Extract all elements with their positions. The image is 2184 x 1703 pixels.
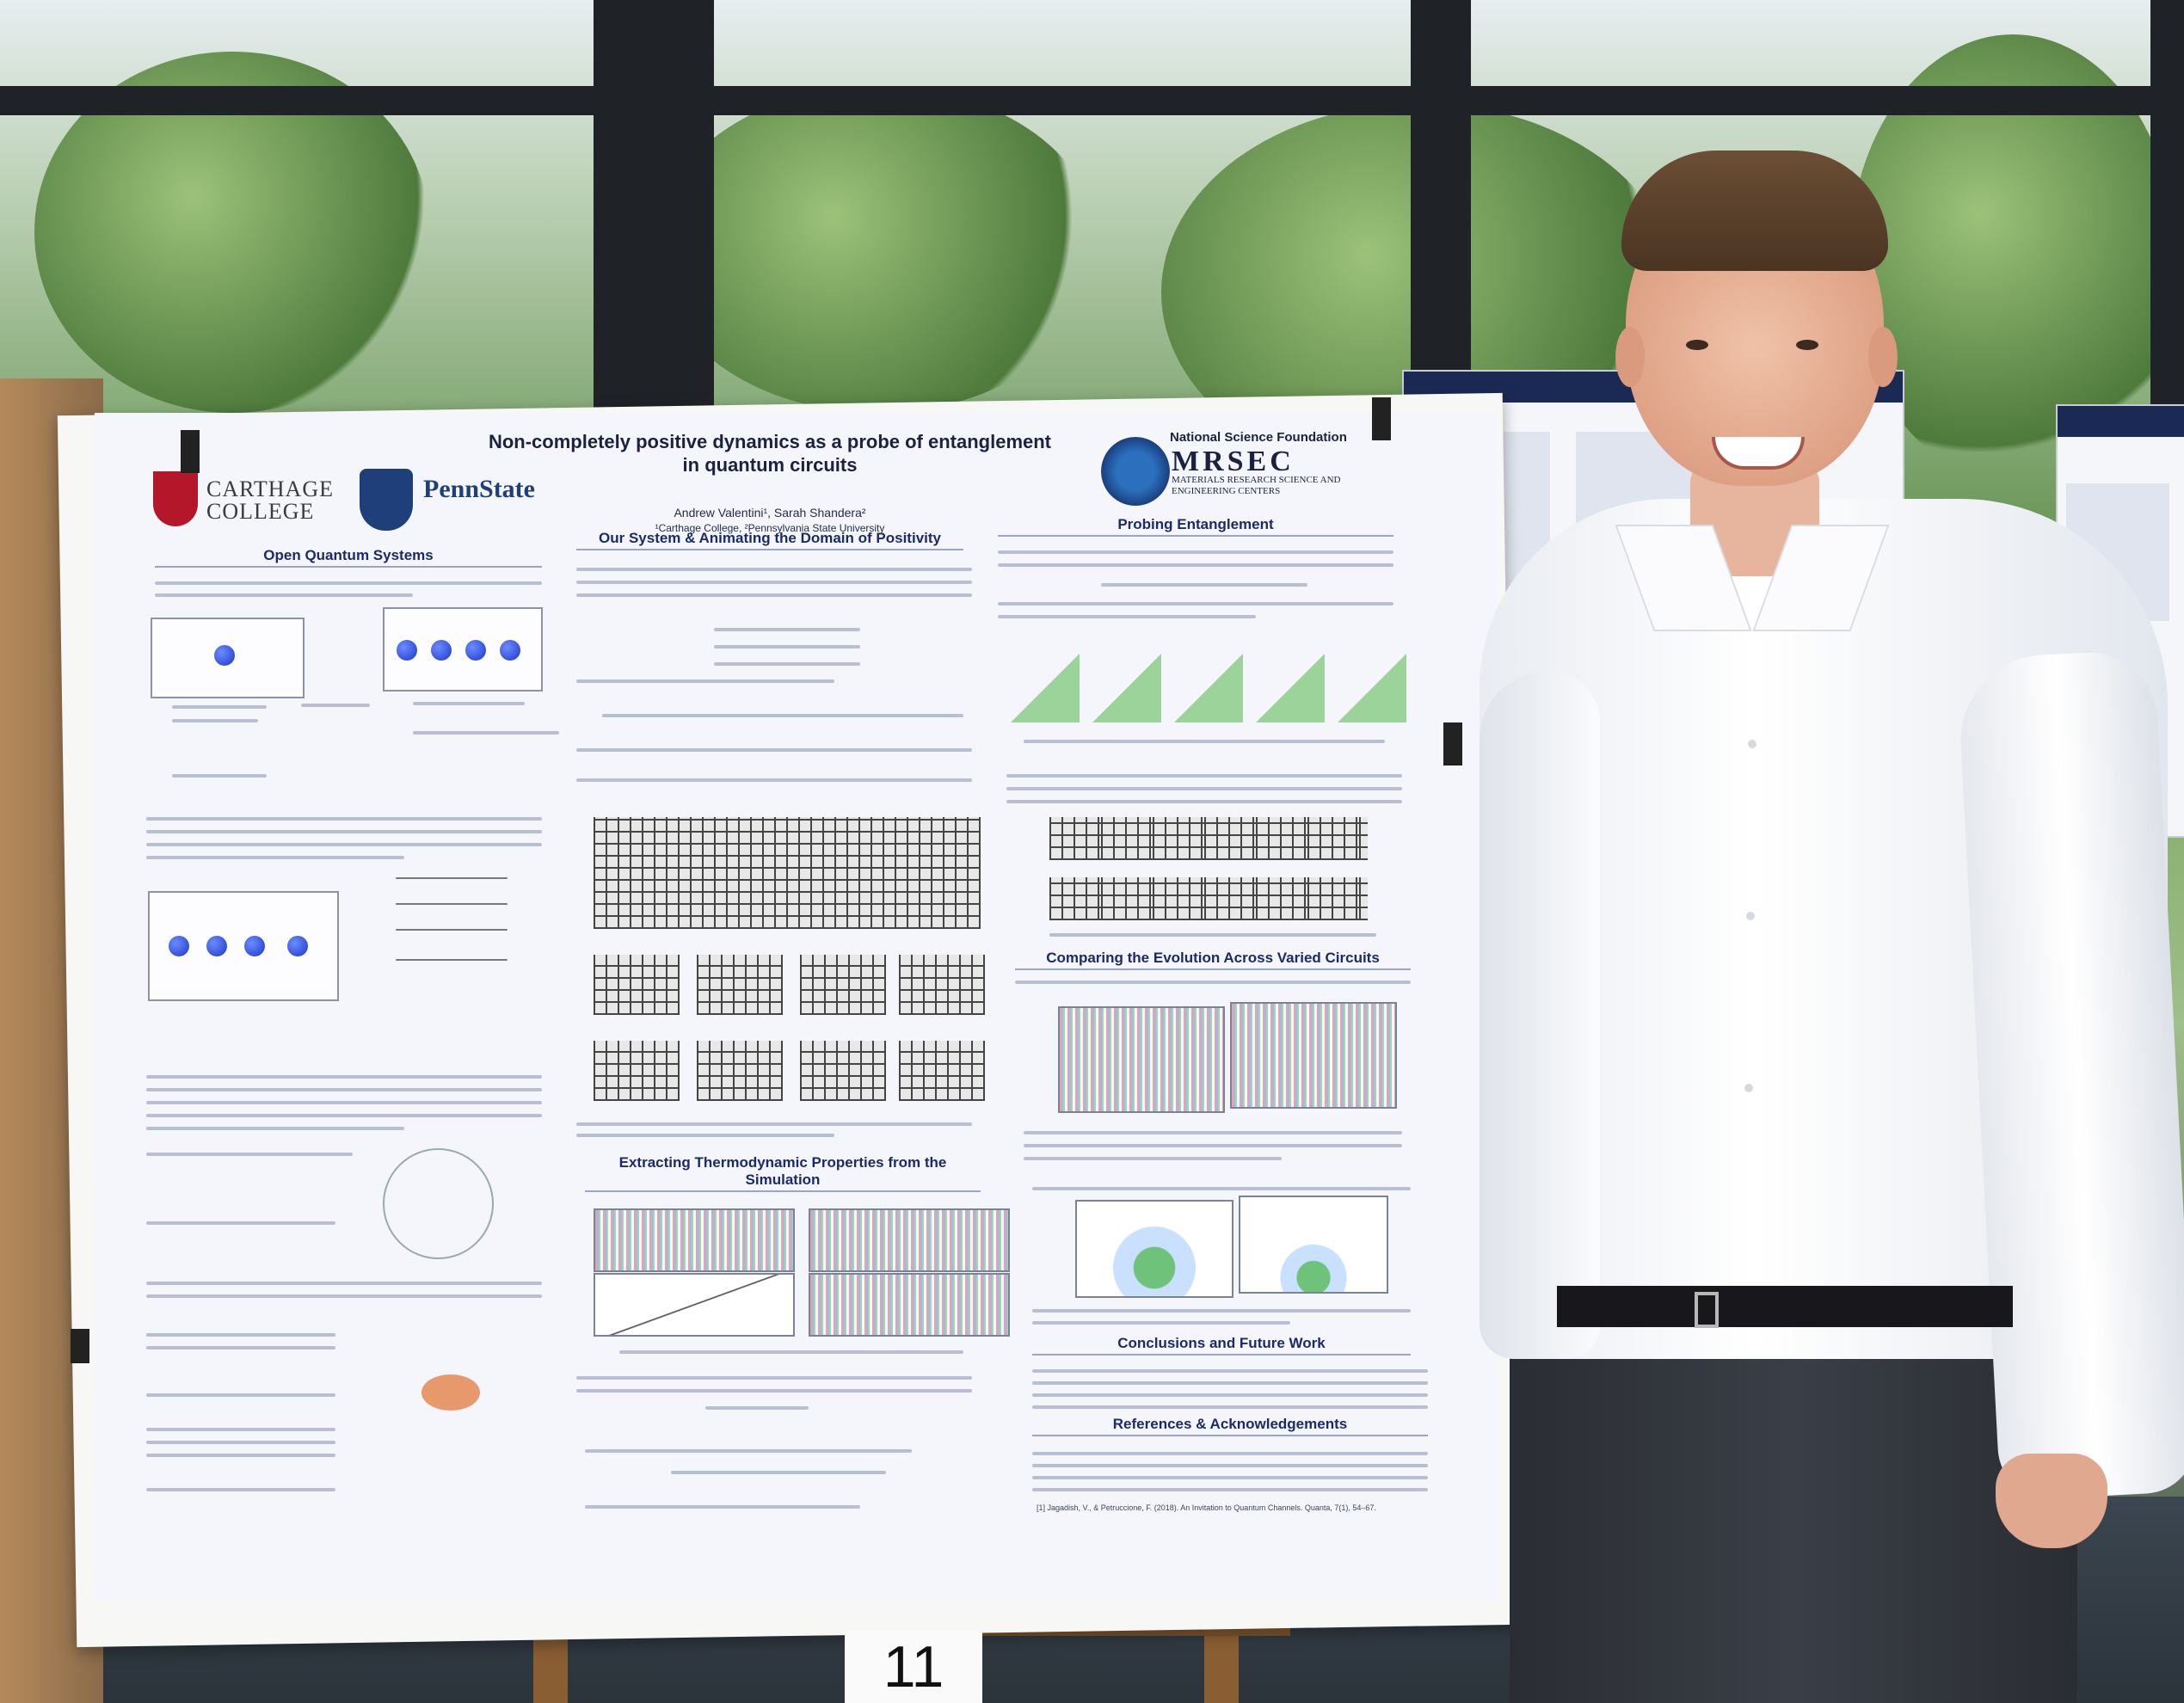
pancake-map-figure xyxy=(421,1374,480,1411)
network-snapshot-figure xyxy=(1049,877,1368,920)
thermo-plot xyxy=(594,1273,795,1337)
mutual-information-plot xyxy=(1256,654,1325,722)
person-smile xyxy=(1712,437,1805,470)
section-heading: Extracting Thermodynamic Properties from… xyxy=(585,1154,981,1192)
mutual-information-plot xyxy=(1092,654,1161,722)
mutual-information-plot xyxy=(1174,654,1243,722)
binder-clip xyxy=(71,1329,89,1363)
figure-multi-particle xyxy=(383,607,543,692)
person-eye xyxy=(1686,340,1708,350)
section-heading: Open Quantum Systems xyxy=(155,547,542,568)
domain-of-positivity-plot xyxy=(594,1041,680,1101)
person-pants xyxy=(1510,1320,2077,1703)
thermo-plot xyxy=(809,1273,1010,1337)
section-heading: Comparing the Evolution Across Varied Ci… xyxy=(1015,950,1411,970)
person-hand xyxy=(1996,1454,2107,1548)
ncp-maps-scatter xyxy=(1075,1200,1233,1298)
domain-of-positivity-plot xyxy=(697,955,783,1015)
carthage-logo-text: CARTHAGE COLLEGE xyxy=(206,476,334,524)
shirt-button xyxy=(1746,912,1755,920)
bloch-sphere-figure xyxy=(383,1148,494,1259)
nsf-logo-text: National Science Foundation xyxy=(1170,430,1347,445)
section-heading: Probing Entanglement xyxy=(998,516,1393,537)
mrsec-subtitle: MATERIALS RESEARCH SCIENCE AND ENGINEERI… xyxy=(1172,475,1341,496)
placard-number: 11 xyxy=(845,1631,982,1703)
window-mullion xyxy=(1411,0,1471,404)
belt-buckle xyxy=(1695,1292,1719,1328)
excitation-deviation-plot xyxy=(1058,1006,1225,1113)
section-heading: Conclusions and Future Work xyxy=(1032,1335,1411,1356)
person-left-arm xyxy=(1480,671,1600,1359)
person-ear xyxy=(1615,327,1645,387)
shirt-button xyxy=(1744,1084,1753,1092)
pennstate-logo-text: PennState xyxy=(423,475,535,503)
person-belt xyxy=(1557,1286,2013,1327)
person-hair xyxy=(1621,151,1888,271)
domain-of-positivity-plot xyxy=(594,955,680,1015)
shirt-button xyxy=(1748,740,1756,748)
figure-particles-environment xyxy=(148,891,339,1001)
poster-authors: Andrew Valentini¹, Sarah Shandera² xyxy=(674,506,866,520)
pennstate-shield-icon xyxy=(360,469,413,531)
domain-of-positivity-plot xyxy=(899,955,985,1015)
domain-of-positivity-plot xyxy=(800,1041,886,1101)
carthage-shield-icon xyxy=(153,471,198,526)
binder-clip xyxy=(1372,397,1391,440)
excitation-deviation-plot xyxy=(1230,1002,1397,1109)
reference-citation: [1] Jagadish, V., & Petruccione, F. (201… xyxy=(1037,1503,1376,1512)
network-snapshot-figure xyxy=(1049,817,1368,860)
binder-clip xyxy=(1443,722,1462,765)
person-ear xyxy=(1868,327,1898,387)
thermo-plot xyxy=(809,1208,1010,1272)
person-eye xyxy=(1796,340,1818,350)
ncp-maps-scatter xyxy=(1239,1196,1388,1294)
domain-of-positivity-plot xyxy=(899,1041,985,1101)
section-heading: Our System & Animating the Domain of Pos… xyxy=(576,530,963,550)
domain-of-positivity-plot xyxy=(800,955,886,1015)
tree-foliage xyxy=(654,86,1101,413)
section-heading: References & Acknowledgements xyxy=(1032,1416,1428,1436)
window-mullion xyxy=(594,0,714,430)
poster-affiliations: ¹Carthage College, ²Pennsylvania State U… xyxy=(655,522,885,534)
mutual-information-plot xyxy=(1011,654,1080,722)
domain-of-positivity-plot xyxy=(697,1041,783,1101)
brickwork-circuit-figure xyxy=(594,817,981,929)
mutual-information-plot xyxy=(1338,654,1406,722)
figure-single-particle xyxy=(151,618,305,698)
poster-title: Non-completely positive dynamics as a pr… xyxy=(488,431,1052,476)
mrsec-logo-text: MRSEC xyxy=(1172,446,1295,477)
nsf-seal-icon xyxy=(1101,437,1170,506)
thermo-plot xyxy=(594,1208,795,1272)
binder-clip xyxy=(181,430,200,473)
window-mullion xyxy=(0,86,2184,115)
